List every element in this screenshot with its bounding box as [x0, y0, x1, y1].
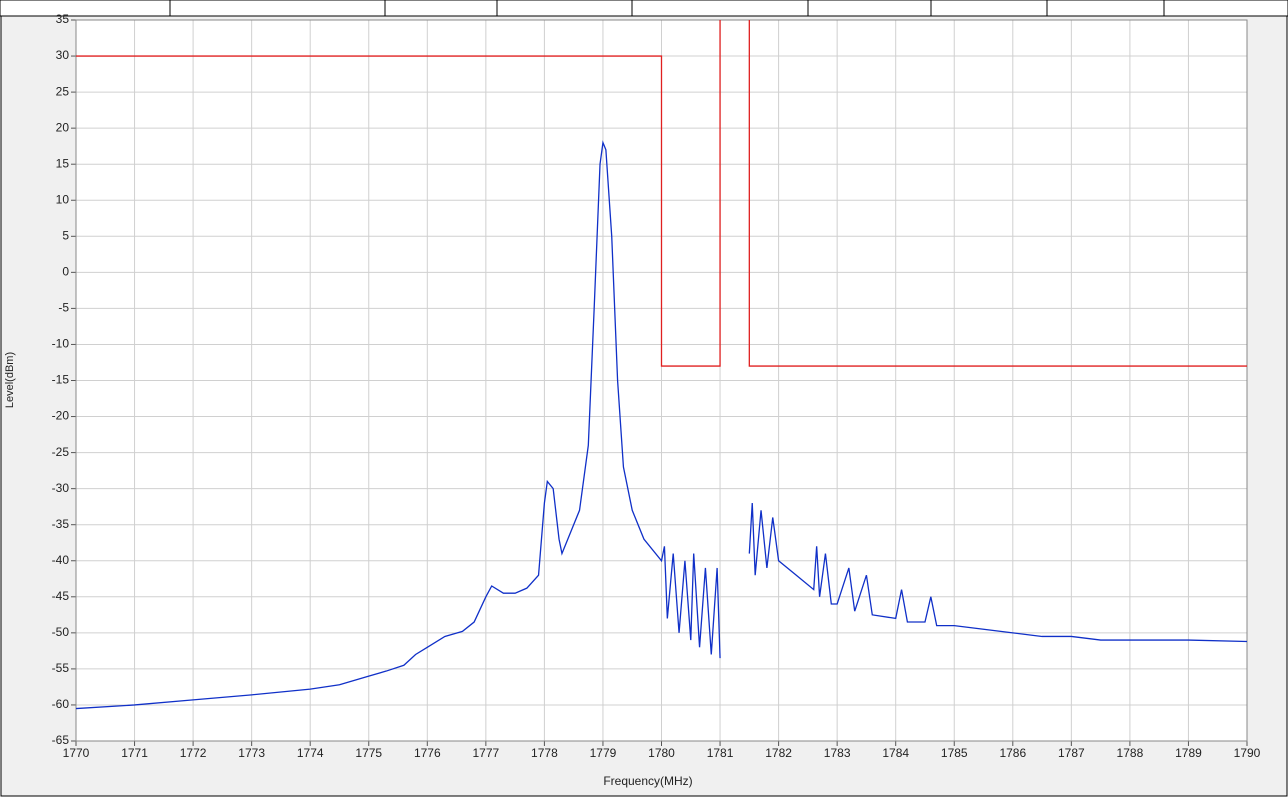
y-tick-label: -35: [52, 517, 70, 531]
y-tick-label: 30: [56, 48, 70, 62]
x-tick-label: 1773: [238, 746, 265, 760]
x-tick-label: 1770: [63, 746, 90, 760]
y-tick-label: 15: [56, 156, 70, 170]
y-tick-label: -10: [52, 337, 70, 351]
x-tick-label: 1772: [180, 746, 207, 760]
y-tick-label: 20: [56, 120, 70, 134]
header-dividers: [169, 0, 1165, 16]
x-tick-label: 1779: [590, 746, 617, 760]
y-tick-label: 0: [62, 265, 69, 279]
x-tick-label: 1786: [999, 746, 1026, 760]
x-tick-label: 1781: [707, 746, 734, 760]
x-tick-label: 1774: [297, 746, 324, 760]
x-tick-label: 1782: [765, 746, 792, 760]
y-tick-label: -30: [52, 481, 70, 495]
x-tick-label: 1775: [355, 746, 382, 760]
y-axis-label: Level(dBm): [4, 352, 16, 408]
x-tick-label: 1789: [1175, 746, 1202, 760]
x-axis-label: Frequency(MHz): [603, 774, 692, 788]
x-tick-label: 1790: [1234, 746, 1261, 760]
header-row: [0, 0, 1288, 17]
y-tick-label: 5: [62, 228, 69, 242]
x-tick-label: 1784: [882, 746, 909, 760]
y-tick-label: -55: [52, 661, 70, 675]
x-tick-label: 1780: [648, 746, 675, 760]
x-tick-label: 1788: [1117, 746, 1144, 760]
y-tick-label: -15: [52, 373, 70, 387]
y-tick-label: 35: [56, 12, 70, 26]
x-tick-label: 1783: [824, 746, 851, 760]
plot-border: [75, 19, 1248, 742]
y-tick-label: -5: [58, 301, 69, 315]
x-tick-label: 1777: [472, 746, 499, 760]
series-line: [75, 140, 1248, 710]
x-tick-label: 1776: [414, 746, 441, 760]
y-tick-label: -20: [52, 409, 70, 423]
y-tick-label: 25: [56, 84, 70, 98]
y-tick-label: -40: [52, 553, 70, 567]
y-tick-label: -60: [52, 697, 70, 711]
series-line: [76, 20, 1247, 367]
x-tick-label: 1785: [941, 746, 968, 760]
y-tick-label: -25: [52, 445, 70, 459]
y-tick-label: -45: [52, 589, 70, 603]
y-tick-label: -65: [52, 733, 70, 747]
y-tick-label: -50: [52, 625, 70, 639]
x-tick-label: 1778: [531, 746, 558, 760]
x-tick-label: 1787: [1058, 746, 1085, 760]
x-tick-label: 1771: [121, 746, 148, 760]
y-tick-label: 10: [56, 192, 70, 206]
